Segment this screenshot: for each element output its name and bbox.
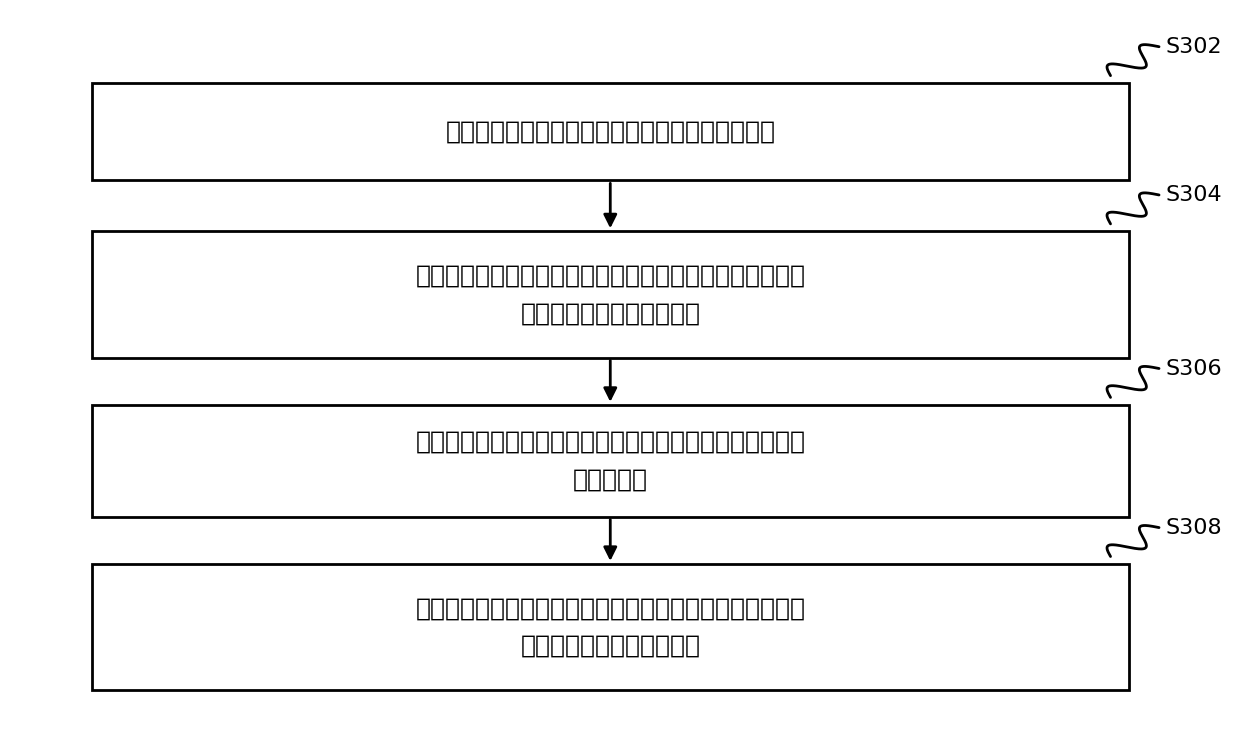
Text: 根据过滤后得到的词建立候选关键词图，并获取候选关键词: 根据过滤后得到的词建立候选关键词图，并获取候选关键词: [415, 264, 805, 287]
Bar: [92, 83, 1128, 181]
Bar: [92, 564, 1128, 691]
Text: S304: S304: [1166, 185, 1221, 205]
Bar: [92, 405, 1128, 517]
Bar: [92, 231, 1128, 357]
Text: 将当前诊断文本进行分词，并对分词结果进行过滤: 将当前诊断文本进行分词，并对分词结果进行过滤: [445, 119, 775, 144]
Text: 循环迭代候选关键词图，直至达到预设条件时，得到词节点: 循环迭代候选关键词图，直至达到预设条件时，得到词节点: [415, 430, 805, 454]
Text: 的目标权重: 的目标权重: [573, 467, 647, 492]
Text: 设数量的词节点作为关键词: 设数量的词节点作为关键词: [521, 634, 701, 658]
Text: S302: S302: [1166, 37, 1221, 57]
Text: S308: S308: [1166, 517, 1221, 537]
Text: 图中词节点的预设初始权重: 图中词节点的预设初始权重: [521, 301, 701, 325]
Text: S306: S306: [1166, 358, 1221, 379]
Text: 根据目标权重对词节点进行排序，根据排序结果获取第一预: 根据目标权重对词节点进行排序，根据排序结果获取第一预: [415, 596, 805, 621]
